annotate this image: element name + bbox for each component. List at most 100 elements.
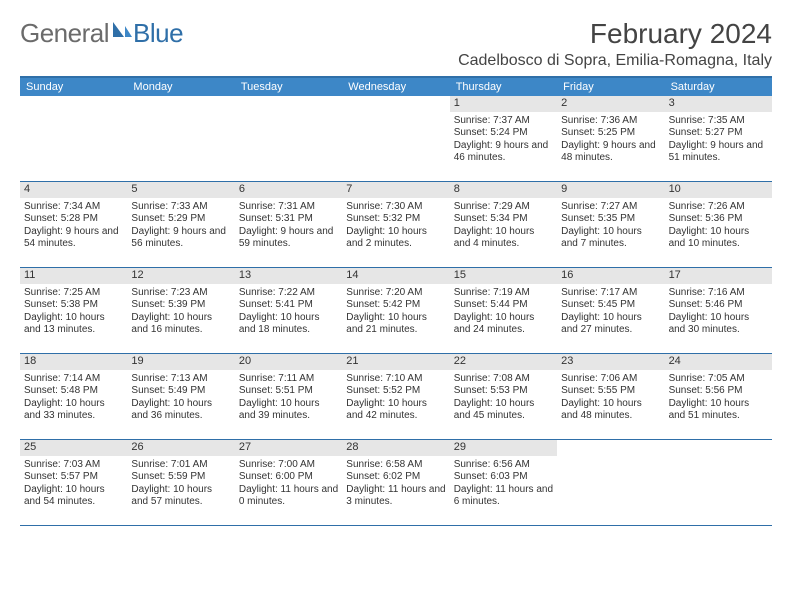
calendar-cell — [342, 96, 449, 182]
daylight-line: Daylight: 10 hours and 7 minutes. — [561, 226, 660, 251]
daylight-line: Daylight: 10 hours and 2 minutes. — [346, 226, 445, 251]
sunrise-line: Sunrise: 7:11 AM — [239, 373, 338, 386]
day-number: 10 — [665, 182, 772, 198]
daylight-line: Daylight: 10 hours and 16 minutes. — [131, 312, 230, 337]
sunrise-line: Sunrise: 7:33 AM — [131, 201, 230, 214]
title-block: February 2024 Cadelbosco di Sopra, Emili… — [458, 18, 772, 70]
sunset-line: Sunset: 5:31 PM — [239, 213, 338, 226]
daylight-line: Daylight: 10 hours and 33 minutes. — [24, 398, 123, 423]
sunset-line: Sunset: 5:24 PM — [454, 127, 553, 140]
calendar-cell: 3Sunrise: 7:35 AMSunset: 5:27 PMDaylight… — [665, 96, 772, 182]
calendar-cell: 18Sunrise: 7:14 AMSunset: 5:48 PMDayligh… — [20, 354, 127, 440]
calendar-cell: 4Sunrise: 7:34 AMSunset: 5:28 PMDaylight… — [20, 182, 127, 268]
sunrise-line: Sunrise: 7:29 AM — [454, 201, 553, 214]
sunrise-line: Sunrise: 7:25 AM — [24, 287, 123, 300]
calendar-cell: 13Sunrise: 7:22 AMSunset: 5:41 PMDayligh… — [235, 268, 342, 354]
day-number: 17 — [665, 268, 772, 284]
calendar-cell: 11Sunrise: 7:25 AMSunset: 5:38 PMDayligh… — [20, 268, 127, 354]
sunrise-line: Sunrise: 7:26 AM — [669, 201, 768, 214]
sunset-line: Sunset: 5:42 PM — [346, 299, 445, 312]
day-number: 16 — [557, 268, 664, 284]
sunset-line: Sunset: 5:45 PM — [561, 299, 660, 312]
calendar-cell: 25Sunrise: 7:03 AMSunset: 5:57 PMDayligh… — [20, 440, 127, 526]
day-number: 13 — [235, 268, 342, 284]
calendar-cell: 29Sunrise: 6:56 AMSunset: 6:03 PMDayligh… — [450, 440, 557, 526]
calendar-cell: 10 Sunrise: 7:26 AMSunset: 5:36 PMDayligh… — [665, 182, 772, 268]
weekday-sat: Saturday — [665, 78, 772, 96]
daylight-line: Daylight: 10 hours and 13 minutes. — [24, 312, 123, 337]
daylight-line: Daylight: 10 hours and 36 minutes. — [131, 398, 230, 423]
daylight-line: Daylight: 10 hours and 10 minutes. — [669, 226, 768, 251]
sunset-line: Sunset: 5:25 PM — [561, 127, 660, 140]
calendar-cell: 14 Sunrise: 7:20 AMSunset: 5:42 PMDayligh… — [342, 268, 449, 354]
calendar-cell: 27Sunrise: 7:00 AMSunset: 6:00 PMDayligh… — [235, 440, 342, 526]
sunset-line: Sunset: 5:41 PM — [239, 299, 338, 312]
sunrise-line: Sunrise: 7:27 AM — [561, 201, 660, 214]
daylight-line: Daylight: 10 hours and 54 minutes. — [24, 484, 123, 509]
daylight-line: Daylight: 10 hours and 45 minutes. — [454, 398, 553, 423]
daylight-line: Daylight: 10 hours and 39 minutes. — [239, 398, 338, 423]
calendar-cell — [127, 96, 234, 182]
sunrise-line: Sunrise: 7:37 AM — [454, 115, 553, 128]
sunrise-line: Sunrise: 7:20 AM — [346, 287, 445, 300]
sunrise-line: Sunrise: 7:16 AM — [669, 287, 768, 300]
sunset-line: Sunset: 5:56 PM — [669, 385, 768, 398]
day-number: 28 — [342, 440, 449, 456]
sunset-line: Sunset: 5:52 PM — [346, 385, 445, 398]
calendar-cell: 17 Sunrise: 7:16 AMSunset: 5:46 PMDayligh… — [665, 268, 772, 354]
month-title: February 2024 — [458, 18, 772, 50]
header: GeneralBlue February 2024 Cadelbosco di … — [20, 18, 772, 70]
logo: GeneralBlue — [20, 18, 183, 49]
weekday-sun: Sunday — [20, 78, 127, 96]
daylight-line: Daylight: 10 hours and 48 minutes. — [561, 398, 660, 423]
calendar-cell: 6Sunrise: 7:31 AMSunset: 5:31 PMDaylight… — [235, 182, 342, 268]
calendar-cell — [20, 96, 127, 182]
sunset-line: Sunset: 5:36 PM — [669, 213, 768, 226]
weekday-thu: Thursday — [450, 78, 557, 96]
day-number: 22 — [450, 354, 557, 370]
sunrise-line: Sunrise: 7:34 AM — [24, 201, 123, 214]
sunrise-line: Sunrise: 7:36 AM — [561, 115, 660, 128]
day-number: 11 — [20, 268, 127, 284]
sunset-line: Sunset: 5:57 PM — [24, 471, 123, 484]
day-number: 2 — [557, 96, 664, 112]
calendar-cell: 7Sunrise: 7:30 AMSunset: 5:32 PMDaylight… — [342, 182, 449, 268]
day-number: 14 — [342, 268, 449, 284]
calendar-cell: 20Sunrise: 7:11 AMSunset: 5:51 PMDayligh… — [235, 354, 342, 440]
calendar-cell: 1Sunrise: 7:37 AMSunset: 5:24 PMDaylight… — [450, 96, 557, 182]
calendar-cell: 22Sunrise: 7:08 AMSunset: 5:53 PMDayligh… — [450, 354, 557, 440]
sunset-line: Sunset: 6:03 PM — [454, 471, 553, 484]
day-number: 9 — [557, 182, 664, 198]
sunrise-line: Sunrise: 7:08 AM — [454, 373, 553, 386]
daylight-line: Daylight: 10 hours and 57 minutes. — [131, 484, 230, 509]
calendar-cell: 2Sunrise: 7:36 AMSunset: 5:25 PMDaylight… — [557, 96, 664, 182]
day-number: 27 — [235, 440, 342, 456]
day-number: 7 — [342, 182, 449, 198]
weekday-header: Sunday Monday Tuesday Wednesday Thursday… — [20, 78, 772, 96]
day-number: 29 — [450, 440, 557, 456]
daylight-line: Daylight: 11 hours and 0 minutes. — [239, 484, 338, 509]
calendar-cell — [557, 440, 664, 526]
logo-text-blue: Blue — [133, 18, 183, 49]
daylight-line: Daylight: 10 hours and 30 minutes. — [669, 312, 768, 337]
daylight-line: Daylight: 10 hours and 51 minutes. — [669, 398, 768, 423]
day-number: 1 — [450, 96, 557, 112]
daylight-line: Daylight: 9 hours and 54 minutes. — [24, 226, 123, 251]
sunrise-line: Sunrise: 6:58 AM — [346, 459, 445, 472]
sunset-line: Sunset: 5:39 PM — [131, 299, 230, 312]
day-number: 21 — [342, 354, 449, 370]
sunset-line: Sunset: 5:51 PM — [239, 385, 338, 398]
sunset-line: Sunset: 5:27 PM — [669, 127, 768, 140]
weekday-fri: Friday — [557, 78, 664, 96]
sunset-line: Sunset: 5:35 PM — [561, 213, 660, 226]
day-number: 25 — [20, 440, 127, 456]
day-number: 4 — [20, 182, 127, 198]
sunset-line: Sunset: 5:46 PM — [669, 299, 768, 312]
daylight-line: Daylight: 10 hours and 21 minutes. — [346, 312, 445, 337]
sunset-line: Sunset: 5:34 PM — [454, 213, 553, 226]
sunrise-line: Sunrise: 7:10 AM — [346, 373, 445, 386]
sunrise-line: Sunrise: 7:23 AM — [131, 287, 230, 300]
daylight-line: Daylight: 11 hours and 6 minutes. — [454, 484, 553, 509]
calendar-cell: 23Sunrise: 7:06 AMSunset: 5:55 PMDayligh… — [557, 354, 664, 440]
calendar-cell: 12Sunrise: 7:23 AMSunset: 5:39 PMDayligh… — [127, 268, 234, 354]
